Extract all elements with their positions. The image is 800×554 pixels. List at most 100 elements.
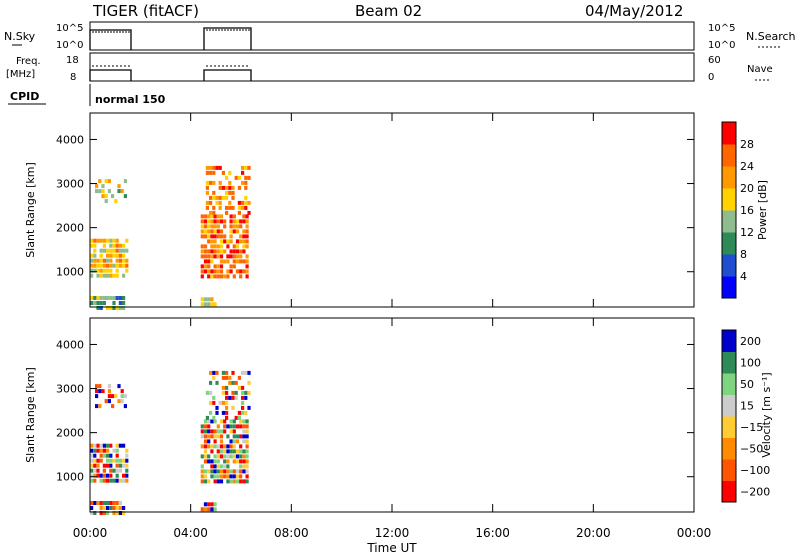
data-cell: [99, 506, 103, 510]
data-cell: [223, 454, 227, 459]
data-cell: [221, 370, 225, 375]
data-cell: [104, 179, 108, 184]
data-cell: [223, 274, 227, 279]
data-cell: [125, 248, 129, 253]
freq-unit-label: [MHz]: [6, 69, 35, 80]
data-cell: [212, 180, 216, 185]
data-cell: [226, 259, 230, 264]
data-cell: [107, 394, 111, 399]
data-cell: [212, 395, 216, 400]
data-cell: [213, 419, 217, 424]
data-cell: [234, 390, 238, 395]
data-cell: [226, 464, 230, 469]
data-cell: [96, 238, 100, 243]
data-cell: [90, 458, 94, 463]
data-cell: [207, 469, 211, 474]
data-cell: [229, 214, 233, 219]
data-cell: [226, 454, 230, 459]
data-cell: [244, 185, 248, 190]
data-cell: [98, 389, 102, 394]
data-cell: [213, 302, 217, 307]
data-cell: [200, 214, 204, 219]
data-cell: [229, 469, 233, 474]
velocity-data-area: [90, 370, 251, 515]
data-cell: [223, 424, 227, 429]
data-cell: [102, 478, 106, 483]
data-cell: [209, 195, 213, 200]
data-cell: [241, 370, 245, 375]
x-tick-label: 12:00: [375, 526, 410, 540]
data-cell: [115, 506, 119, 510]
data-cell: [122, 263, 126, 268]
data-cell: [215, 405, 219, 410]
data-cell: [90, 511, 94, 515]
data-cell: [115, 448, 119, 453]
cpid-mode: normal 150: [95, 93, 166, 106]
data-cell: [93, 458, 97, 463]
data-cell: [120, 389, 124, 394]
data-cell: [213, 439, 217, 444]
data-cell: [118, 296, 122, 300]
nsky-tick-top: 10^5: [56, 23, 83, 34]
data-cell: [232, 274, 236, 279]
data-cell: [122, 273, 126, 278]
data-cell: [120, 394, 124, 399]
data-cell: [228, 375, 232, 380]
data-cell: [226, 469, 230, 474]
data-cell: [122, 511, 126, 515]
data-cell: [98, 189, 102, 194]
data-cell: [219, 449, 224, 454]
data-cell: [210, 297, 214, 302]
data-cell: [106, 453, 110, 458]
colorbar-tick-label: −15: [740, 421, 763, 434]
data-cell: [223, 259, 227, 264]
data-cell: [203, 219, 208, 224]
data-cell: [200, 444, 204, 449]
data-cell: [200, 507, 204, 512]
data-cell: [102, 511, 106, 515]
data-cell: [205, 170, 209, 175]
data-cell: [237, 200, 241, 205]
data-cell: [115, 478, 119, 483]
data-cell: [239, 469, 243, 474]
data-cell: [203, 449, 208, 454]
colorbar-segment: [722, 232, 736, 255]
data-cell: [96, 306, 100, 310]
data-cell: [239, 444, 243, 449]
data-cell: [203, 249, 208, 254]
data-cell: [212, 375, 216, 380]
data-cell: [210, 469, 214, 474]
data-cell: [112, 448, 116, 453]
data-cell: [213, 229, 217, 234]
data-cell: [234, 380, 238, 385]
data-cell: [239, 434, 243, 439]
data-cell: [106, 478, 110, 483]
data-cell: [106, 506, 110, 510]
data-cell: [122, 473, 126, 478]
data-cell: [207, 297, 211, 302]
data-cell: [120, 399, 124, 404]
data-cell: [210, 459, 214, 464]
data-cell: [212, 400, 216, 405]
data-cell: [219, 434, 224, 439]
data-cell: [200, 429, 204, 434]
colorbar-tick-label: 50: [740, 378, 754, 391]
data-cell: [239, 224, 243, 229]
data-cell: [200, 479, 204, 484]
data-cell: [109, 468, 113, 473]
data-cell: [244, 195, 248, 200]
data-cell: [90, 448, 94, 453]
data-cell: [203, 234, 208, 239]
data-cell: [207, 507, 211, 512]
data-cell: [213, 254, 217, 259]
data-cell: [203, 474, 208, 479]
data-cell: [115, 268, 119, 273]
data-cell: [235, 229, 240, 234]
data-cell: [231, 185, 235, 190]
data-cell: [107, 389, 111, 394]
data-cell: [210, 449, 214, 454]
data-cell: [209, 170, 213, 175]
data-cell: [241, 180, 245, 185]
data-cell: [219, 244, 224, 249]
data-cell: [210, 229, 214, 234]
